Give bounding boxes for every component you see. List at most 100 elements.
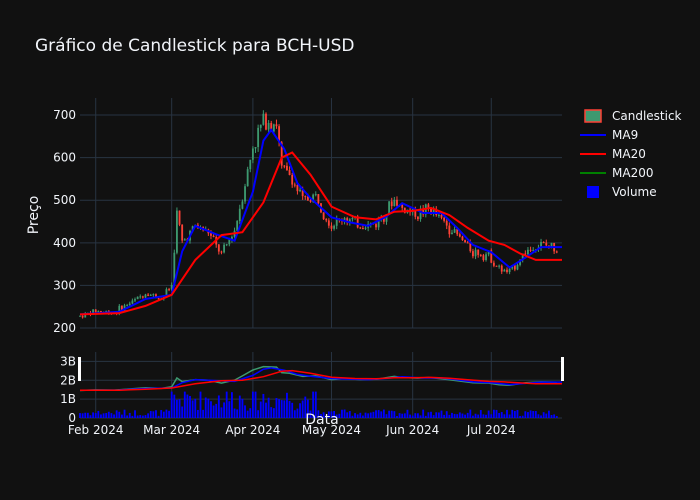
candle-body xyxy=(301,189,304,197)
volume-bar xyxy=(503,414,506,418)
candle-body xyxy=(123,305,126,311)
legend-label[interactable]: Volume xyxy=(612,185,657,199)
legend-label[interactable]: Candlestick xyxy=(612,109,682,123)
candle-body xyxy=(265,113,267,130)
volume-bar xyxy=(238,395,241,418)
volume-bar xyxy=(270,407,273,418)
range-slider-handle-right[interactable] xyxy=(561,357,564,381)
volume-bar xyxy=(516,410,519,418)
volume-bar xyxy=(291,402,294,418)
volume-bar xyxy=(427,412,430,418)
candle-body xyxy=(136,296,139,300)
candle-body xyxy=(401,204,404,208)
candle-body xyxy=(490,250,493,263)
volume-bar xyxy=(417,413,419,418)
candle-body xyxy=(280,142,283,166)
candle-body xyxy=(327,220,330,226)
volume-bar xyxy=(231,392,233,418)
volume-bar xyxy=(330,411,333,418)
volume-bar xyxy=(540,415,542,418)
volume-tick-label: 1B xyxy=(60,392,76,406)
volume-bar xyxy=(354,413,356,418)
volume-bar xyxy=(149,411,152,418)
date-tick-label: Apr 2024 xyxy=(225,423,280,437)
candle-body xyxy=(79,315,81,317)
volume-bar xyxy=(545,413,548,418)
candle-body xyxy=(521,253,524,260)
candle-body xyxy=(472,251,474,257)
volume-bar xyxy=(176,399,178,418)
volume-bar xyxy=(131,415,134,418)
legend-label[interactable]: MA200 xyxy=(612,166,653,180)
candle-body xyxy=(461,236,464,241)
volume-bar xyxy=(361,415,364,418)
volume-bar xyxy=(537,414,540,418)
price-tick-label: 200 xyxy=(53,321,76,335)
volume-bar xyxy=(272,408,275,418)
volume-bar xyxy=(236,409,239,418)
x-grid xyxy=(95,98,492,418)
legend-label[interactable]: MA20 xyxy=(612,147,646,161)
candle-body xyxy=(97,311,100,313)
candle-body xyxy=(545,242,548,246)
volume-axis-ticks: 0 1B 2B 3B xyxy=(60,354,76,425)
volume-bar xyxy=(283,400,286,418)
volume-bar xyxy=(448,414,451,418)
volume-bar xyxy=(97,410,100,418)
candle-body xyxy=(81,315,84,318)
volume-bar xyxy=(550,414,553,418)
volume-bar xyxy=(422,409,425,418)
volume-bar xyxy=(317,410,320,418)
volume-bar xyxy=(249,408,252,418)
volume-bar xyxy=(189,395,191,418)
candle-body xyxy=(385,214,388,222)
volume-bar xyxy=(275,397,278,418)
volume-bar xyxy=(532,411,535,418)
candle-body xyxy=(474,249,477,257)
volume-bar xyxy=(367,413,370,418)
volume-bar xyxy=(199,391,202,418)
candle-body xyxy=(270,122,273,132)
candle-body xyxy=(259,124,262,128)
volume-bar xyxy=(492,409,495,418)
candle-body xyxy=(257,127,260,148)
volume-bar xyxy=(388,410,391,418)
volume-bar xyxy=(105,413,108,418)
candle-body xyxy=(306,196,309,201)
candle-body xyxy=(118,305,121,314)
volume-bar xyxy=(380,411,383,418)
volume-bar xyxy=(506,409,508,418)
volume-grid xyxy=(80,360,562,419)
candle-body xyxy=(288,170,291,176)
volume-bar xyxy=(461,413,464,418)
legend-label[interactable]: MA9 xyxy=(612,128,638,142)
candle-body xyxy=(94,309,97,313)
volume-bar xyxy=(325,415,328,418)
volume-bar xyxy=(306,399,309,418)
volume-bar xyxy=(519,415,522,418)
candle-body xyxy=(139,296,142,298)
volume-bar xyxy=(456,414,459,418)
volume-bar xyxy=(152,411,155,418)
volume-bar xyxy=(251,391,254,418)
volume-bar xyxy=(118,411,121,418)
volume-bar xyxy=(445,411,448,418)
candle-body xyxy=(516,264,519,270)
candle-body xyxy=(314,194,317,196)
volume-bar xyxy=(84,412,87,418)
candle-body xyxy=(173,252,176,285)
volume-bar xyxy=(89,415,92,418)
volume-bar xyxy=(359,412,362,418)
range-slider-handle-left[interactable] xyxy=(78,357,81,381)
volume-bar xyxy=(160,410,163,418)
volume-bar xyxy=(419,415,422,418)
candle-body xyxy=(212,235,215,237)
candle-body xyxy=(134,299,136,301)
candle-body xyxy=(155,294,157,299)
volume-bar xyxy=(338,413,341,418)
volume-bar xyxy=(364,412,367,418)
volume-bar xyxy=(102,413,105,418)
candle-body xyxy=(278,126,281,143)
candle-body xyxy=(456,229,459,235)
candle-body xyxy=(312,194,315,202)
